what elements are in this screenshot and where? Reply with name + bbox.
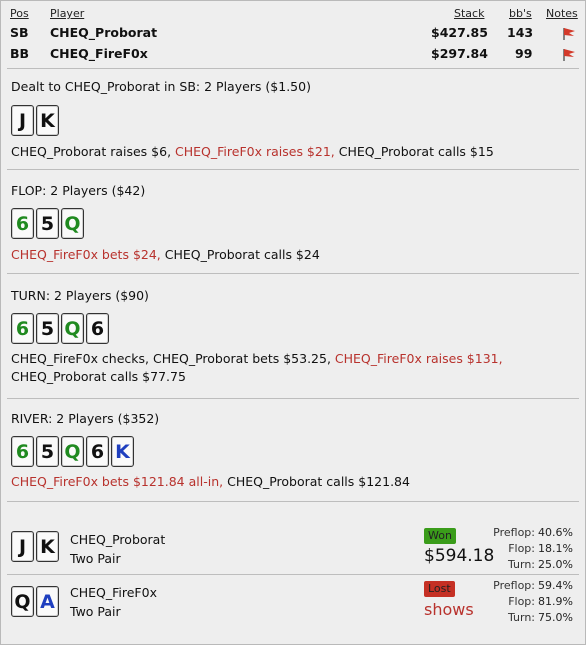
stat-value: 75.0% [538,611,573,624]
summary-player-name[interactable]: CHEQ_Proborat [70,532,166,547]
player-stack-sb: $427.85 [431,25,488,40]
stat-label: Preflop: [493,579,535,592]
divider [7,169,579,170]
stat-label: Turn: [507,558,535,571]
header-player: Player [50,7,85,20]
playing-card: 6 [11,208,34,239]
won-badge: Won [424,528,456,544]
action-text-red: CHEQ_FireF0x raises $131, [334,351,503,366]
stat-label: Flop: [508,542,535,555]
playing-card: K [36,105,59,136]
playing-card: 6 [86,313,109,344]
shows-label: shows [424,600,474,619]
stat-value: 81.9% [538,595,573,608]
playing-card: A [36,586,59,617]
river-title: RIVER: 2 Players ($352) [11,411,160,426]
player-stack-bb: $297.84 [431,46,488,61]
playing-card: 6 [11,313,34,344]
river-actions: CHEQ_FireF0x bets $121.84 all-in, CHEQ_P… [11,473,571,491]
playing-card: 5 [36,313,59,344]
stat-value: 40.6% [538,526,573,539]
note-flag-icon[interactable] [561,48,577,62]
playing-card: K [111,436,134,467]
playing-card: Q [61,313,84,344]
flop-cards: 6 5 Q [11,208,84,239]
equity-stats: Preflop: 59.4% Flop: 81.9% Turn: 75.0% [477,578,573,626]
playing-card: J [11,105,34,136]
stat-label: Flop: [508,595,535,608]
divider [7,398,579,399]
player-bbs-bb: 99 [515,46,533,61]
divider [7,68,579,69]
equity-stats: Preflop: 40.6% Flop: 18.1% Turn: 25.0% [477,525,573,573]
action-text: CHEQ_Proborat calls $15 [338,144,494,159]
summary-cards-proborat: J K [11,531,59,562]
summary-hand: Two Pair [70,604,121,619]
note-flag-icon[interactable] [561,27,577,41]
action-text: CHEQ_Proborat raises $6, [11,144,172,159]
action-text: CHEQ_FireF0x checks, CHEQ_Proborat bets … [11,351,331,366]
lost-badge: Lost [424,581,455,597]
river-cards: 6 5 Q 6 K [11,436,134,467]
flop-title: FLOP: 2 Players ($42) [11,183,146,198]
divider [7,273,579,274]
player-pos-bb: BB [10,46,30,61]
hole-cards: J K [11,105,59,136]
player-name-sb[interactable]: CHEQ_Proborat [50,25,158,40]
stat-label: Turn: [507,611,535,624]
preflop-actions: CHEQ_Proborat raises $6, CHEQ_FireF0x ra… [11,143,571,161]
playing-card: Q [61,436,84,467]
stat-value: 59.4% [538,579,573,592]
divider [7,501,579,502]
playing-card: 6 [11,436,34,467]
stat-value: 25.0% [538,558,573,571]
playing-card: 5 [36,436,59,467]
playing-card: Q [11,586,34,617]
header-bbs: bb's [509,7,532,20]
action-text-red: CHEQ_FireF0x raises $21, [175,144,335,159]
stat-label: Preflop: [493,526,535,539]
action-text: CHEQ_Proborat calls $77.75 [11,369,186,384]
header-stack: Stack [454,7,485,20]
playing-card: 6 [86,436,109,467]
won-amount: $594.18 [424,546,495,566]
turn-cards: 6 5 Q 6 [11,313,109,344]
summary-cards-firefox: Q A [11,586,59,617]
playing-card: Q [61,208,84,239]
action-text-red: CHEQ_FireF0x bets $121.84 all-in, [11,474,224,489]
player-pos-sb: SB [10,25,29,40]
playing-card: J [11,531,34,562]
preflop-title: Dealt to CHEQ_Proborat in SB: 2 Players … [11,79,311,94]
playing-card: 5 [36,208,59,239]
player-bbs-sb: 143 [507,25,534,40]
flop-actions: CHEQ_FireF0x bets $24, CHEQ_Proborat cal… [11,246,571,264]
action-text-red: CHEQ_FireF0x bets $24, [11,247,161,262]
stat-value: 18.1% [538,542,573,555]
turn-title: TURN: 2 Players ($90) [11,288,149,303]
summary-player-name[interactable]: CHEQ_FireF0x [70,585,157,600]
header-notes: Notes [546,7,578,20]
player-name-bb[interactable]: CHEQ_FireF0x [50,46,148,61]
header-pos: Pos [10,7,29,20]
turn-actions: CHEQ_FireF0x checks, CHEQ_Proborat bets … [11,350,571,386]
playing-card: K [36,531,59,562]
summary-hand: Two Pair [70,551,121,566]
divider [7,574,579,575]
action-text: CHEQ_Proborat calls $121.84 [227,474,410,489]
action-text: CHEQ_Proborat calls $24 [164,247,320,262]
